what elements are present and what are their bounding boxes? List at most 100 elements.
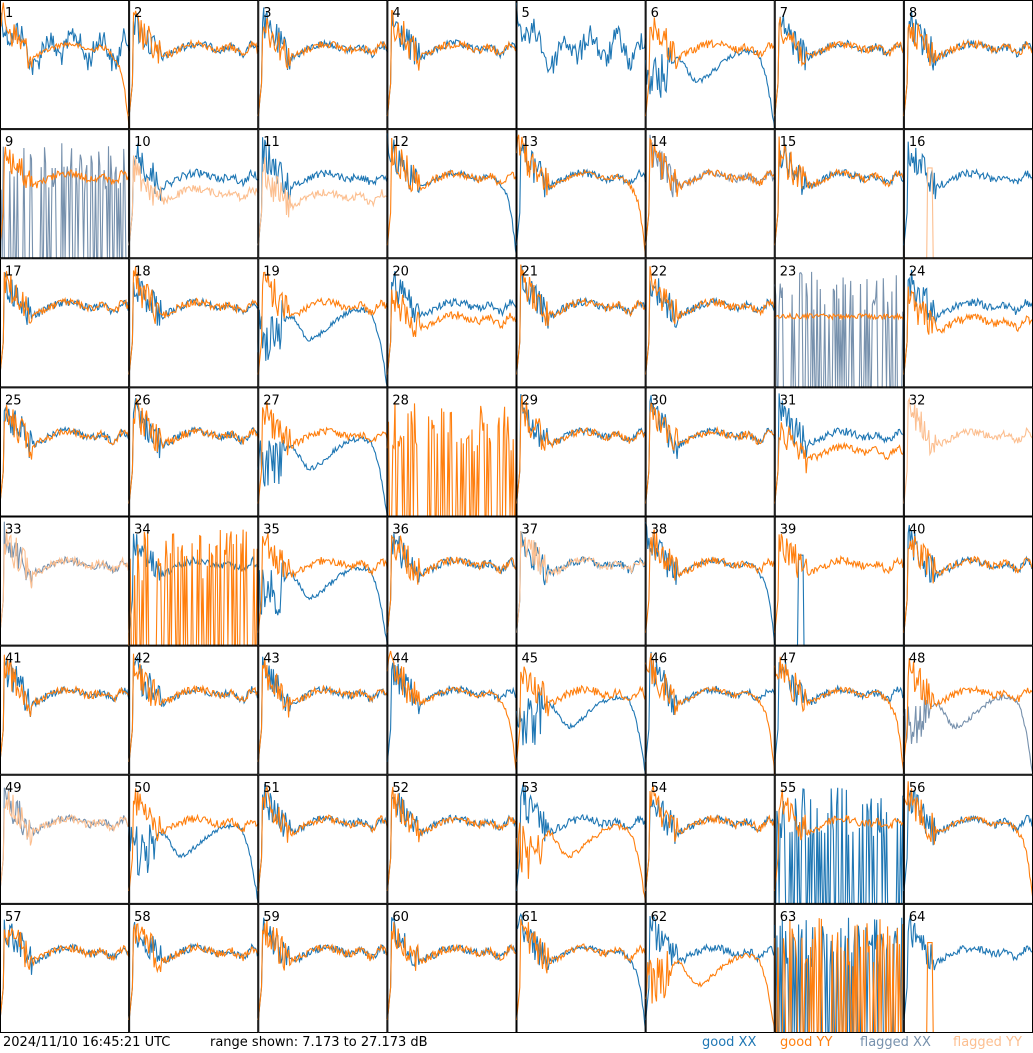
panel-border-11 — [258, 129, 388, 259]
panel-label-16: 16 — [909, 135, 926, 150]
series-xx-31 — [774, 393, 905, 504]
panel-border-53 — [516, 774, 646, 904]
series-yy-27 — [257, 400, 388, 504]
panel-border-17 — [0, 258, 130, 388]
panel-label-54: 54 — [651, 781, 668, 796]
panel-label-33: 33 — [5, 523, 22, 538]
panel-border-62 — [645, 903, 775, 1033]
panel-label-39: 39 — [780, 523, 797, 538]
panel-border-13 — [516, 129, 646, 259]
panel-label-24: 24 — [909, 264, 926, 279]
panel-label-34: 34 — [134, 523, 151, 538]
panel-border-44 — [387, 645, 517, 775]
series-xx-53 — [515, 784, 647, 892]
panel-border-50 — [129, 774, 259, 904]
series-yy-50 — [128, 788, 259, 892]
panel-border-58 — [129, 903, 259, 1033]
panel-label-58: 58 — [134, 910, 151, 925]
panel-46: 46 — [645, 645, 776, 775]
panel-border-33 — [0, 516, 130, 646]
series-yy-60 — [386, 922, 517, 1021]
series-xx-64 — [903, 915, 1033, 1021]
series-yy-3 — [257, 18, 388, 117]
series-xx-33 — [0, 521, 130, 633]
panel-label-6: 6 — [651, 6, 659, 21]
series-yy-4 — [386, 9, 517, 117]
panel-4: 4 — [386, 0, 517, 130]
series-xx-46 — [645, 651, 776, 762]
series-yy-46 — [645, 653, 776, 775]
series-yy-7 — [774, 17, 905, 117]
panel-17: 17 — [0, 258, 130, 388]
series-yy-23 — [774, 311, 905, 321]
panel-37: 37 — [515, 516, 647, 646]
panel-label-28: 28 — [392, 393, 409, 408]
series-xx-21 — [515, 265, 647, 375]
legend-good-xx: good XX — [702, 1035, 757, 1050]
series-xx-23 — [774, 271, 905, 388]
panel-label-19: 19 — [263, 264, 280, 279]
panel-45: 45 — [515, 645, 647, 775]
panel-30: 30 — [645, 387, 776, 517]
panel-border-59 — [258, 903, 388, 1033]
panel-border-8 — [903, 0, 1033, 130]
panel-label-59: 59 — [263, 910, 280, 925]
panel-label-14: 14 — [651, 135, 668, 150]
panel-47: 47 — [774, 645, 905, 775]
series-yy-34 — [128, 529, 259, 647]
panel-23: 23 — [774, 258, 905, 388]
series-yy-32 — [903, 396, 1033, 504]
series-xx-52 — [386, 792, 517, 892]
panel-33: 33 — [0, 516, 130, 646]
series-xx-13 — [515, 143, 647, 246]
series-xx-57 — [0, 919, 130, 1021]
series-xx-25 — [0, 406, 130, 504]
panel-label-53: 53 — [522, 781, 539, 796]
series-xx-14 — [645, 134, 775, 246]
panel-border-30 — [645, 387, 775, 517]
panel-label-29: 29 — [522, 393, 539, 408]
panel-6: 6 — [645, 0, 776, 130]
series-yy-58 — [128, 923, 259, 1021]
panel-border-15 — [774, 129, 904, 259]
panel-label-57: 57 — [5, 910, 22, 925]
panel-border-37 — [516, 516, 646, 646]
series-xx-42 — [128, 656, 259, 762]
panel-58: 58 — [128, 903, 259, 1033]
series-xx-16 — [903, 141, 1033, 246]
series-xx-60 — [386, 917, 518, 1021]
panel-43: 43 — [257, 645, 388, 775]
panel-label-26: 26 — [134, 393, 151, 408]
series-yy-63 — [774, 918, 904, 1033]
panel-36: 36 — [386, 516, 517, 646]
panel-62: 62 — [645, 903, 776, 1033]
panel-label-62: 62 — [651, 910, 668, 925]
panel-label-45: 45 — [522, 652, 539, 667]
series-yy-51 — [257, 785, 388, 892]
panel-border-28 — [387, 387, 517, 517]
panel-border-41 — [0, 645, 130, 775]
panel-label-42: 42 — [134, 652, 151, 667]
series-xx-51 — [257, 783, 388, 892]
series-yy-49 — [0, 791, 130, 892]
series-yy-38 — [645, 529, 776, 633]
series-xx-4 — [386, 12, 517, 117]
panel-label-18: 18 — [134, 264, 151, 279]
series-xx-47 — [774, 661, 905, 762]
series-xx-15 — [774, 144, 905, 246]
series-yy-25 — [0, 404, 130, 504]
series-yy-12 — [386, 137, 518, 246]
panel-border-54 — [645, 774, 775, 904]
panel-border-29 — [516, 387, 646, 517]
panel-border-38 — [645, 516, 775, 646]
series-yy-19 — [257, 271, 388, 375]
panel-label-36: 36 — [392, 523, 409, 538]
panel-64: 64 — [903, 903, 1033, 1033]
panel-31: 31 — [774, 387, 905, 517]
series-xx-5 — [515, 2, 647, 74]
series-xx-10 — [128, 143, 259, 246]
panel-label-1: 1 — [5, 6, 13, 21]
panel-border-1 — [0, 0, 130, 130]
panel-label-51: 51 — [263, 781, 280, 796]
panel-label-48: 48 — [909, 652, 926, 667]
